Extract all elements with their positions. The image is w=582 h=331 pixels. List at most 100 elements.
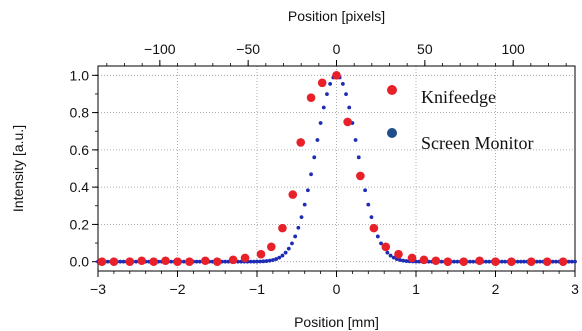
knifeedge-point <box>381 242 391 252</box>
x-tick-label: −2 <box>170 281 186 297</box>
screen-monitor-point <box>118 259 123 264</box>
screen-monitor-point <box>375 234 380 239</box>
legend-label-knifeedge: Knifeedge <box>421 87 496 107</box>
screen-monitor-point <box>522 259 527 264</box>
knifeedge-point <box>185 257 194 266</box>
screen-monitor-point <box>105 259 110 264</box>
x2-tick-label: −100 <box>144 41 176 57</box>
screen-monitor-point <box>277 255 282 260</box>
screen-monitor-point <box>283 250 288 255</box>
screen-monitor-point <box>290 241 294 246</box>
screen-monitor-point <box>439 259 444 264</box>
y-tick-label: 0.8 <box>70 105 90 121</box>
screen-monitor-point <box>194 259 199 264</box>
x-tick-label: 2 <box>492 281 500 297</box>
screen-monitor-point <box>401 258 406 263</box>
x-tick-label: 3 <box>571 281 579 297</box>
screen-monitor-point <box>134 259 139 264</box>
screen-monitor-point <box>366 202 371 207</box>
screen-monitor-point <box>455 259 460 264</box>
knifeedge-point <box>97 257 107 266</box>
screen-monitor-point <box>385 250 390 255</box>
screen-monitor-point <box>264 259 269 263</box>
screen-monitor-point <box>499 259 504 264</box>
screen-monitor-point <box>534 259 539 264</box>
knifeedge-point <box>369 223 379 233</box>
knifeedge-point <box>407 253 417 263</box>
knifeedge-point <box>288 190 298 199</box>
knifeedge-point <box>475 256 484 266</box>
x-tick-label: 0 <box>333 281 341 297</box>
knifeedge-point <box>125 257 135 266</box>
y-tick-label: 0.6 <box>70 142 90 158</box>
screen-monitor-point <box>369 215 374 220</box>
legend-marker-screen-monitor <box>387 128 397 138</box>
y-tick-label: 0.2 <box>70 216 90 232</box>
screen-monitor-point <box>312 155 317 160</box>
screen-monitor-point <box>321 105 326 110</box>
knifeedge-point <box>419 255 429 265</box>
screen-monitor-point <box>302 202 307 207</box>
knifeedge-point <box>201 256 210 266</box>
screen-monitor-point <box>550 259 555 264</box>
screen-monitor-point <box>181 259 186 264</box>
screen-monitor-point <box>340 82 345 86</box>
axis-ticks <box>92 60 576 277</box>
knifeedge-point <box>526 257 536 266</box>
knifeedge-point <box>443 257 453 266</box>
knifeedge-point <box>306 93 316 102</box>
knifeedge-point <box>459 257 469 266</box>
knifeedge-point <box>394 249 403 259</box>
screen-monitor-point <box>315 138 320 142</box>
screen-monitor-point <box>328 82 333 86</box>
screen-monitor-point <box>388 253 393 258</box>
screen-monitor-point <box>325 92 329 97</box>
screen-monitor-point <box>296 225 301 230</box>
screen-monitor-point <box>538 259 542 264</box>
screen-monitor-point <box>503 259 507 264</box>
knifeedge-point <box>507 257 516 266</box>
screen-monitor-point <box>309 172 313 177</box>
screen-monitor-point <box>169 259 174 264</box>
knifeedge-point <box>240 253 250 263</box>
knifeedge-point <box>267 242 276 252</box>
screen-monitor-point <box>353 138 358 142</box>
screen-monitor-point <box>280 253 285 258</box>
x-tick-label: −3 <box>90 281 106 297</box>
screen-monitor-point <box>347 105 352 110</box>
screen-monitor-point <box>569 259 574 264</box>
screen-monitor-point <box>223 259 228 264</box>
knifeedge-point <box>228 255 238 265</box>
knifeedge-point <box>332 71 341 80</box>
x-tick-label: 1 <box>412 281 420 297</box>
legend: Knifeedge Screen Monitor <box>387 85 533 153</box>
screen-monitor-point <box>391 255 396 260</box>
knifeedge-point <box>542 257 552 266</box>
screen-monitor-point <box>404 259 409 263</box>
screen-monitor-point <box>271 258 275 262</box>
x-axis-title: Position [mm] <box>294 314 379 330</box>
screen-monitor-point <box>344 92 348 97</box>
y-tick-label: 0.4 <box>70 179 90 195</box>
screen-monitor-point <box>258 259 263 264</box>
knifeedge-point <box>317 78 327 88</box>
screen-monitor-point <box>573 259 577 264</box>
knifeedge-point <box>343 117 352 127</box>
y-tick-label: 1.0 <box>70 67 90 83</box>
x-tick-label: −1 <box>249 281 265 297</box>
x2-tick-label: 50 <box>417 41 433 57</box>
screen-monitor-point <box>261 259 266 264</box>
screen-monitor-point <box>452 259 457 264</box>
knifeedge-point <box>558 257 568 266</box>
screen-monitor-point <box>468 259 472 264</box>
screen-monitor-point <box>554 259 558 264</box>
screen-monitor-point <box>363 188 368 193</box>
x2-tick-label: 100 <box>501 41 525 57</box>
screen-monitor-point <box>121 259 126 264</box>
screen-monitor-point <box>515 259 520 264</box>
screen-monitor-point <box>519 259 523 264</box>
x2-tick-label: −50 <box>236 41 260 57</box>
knifeedge-point <box>161 256 170 266</box>
screen-monitor-point <box>356 155 361 160</box>
